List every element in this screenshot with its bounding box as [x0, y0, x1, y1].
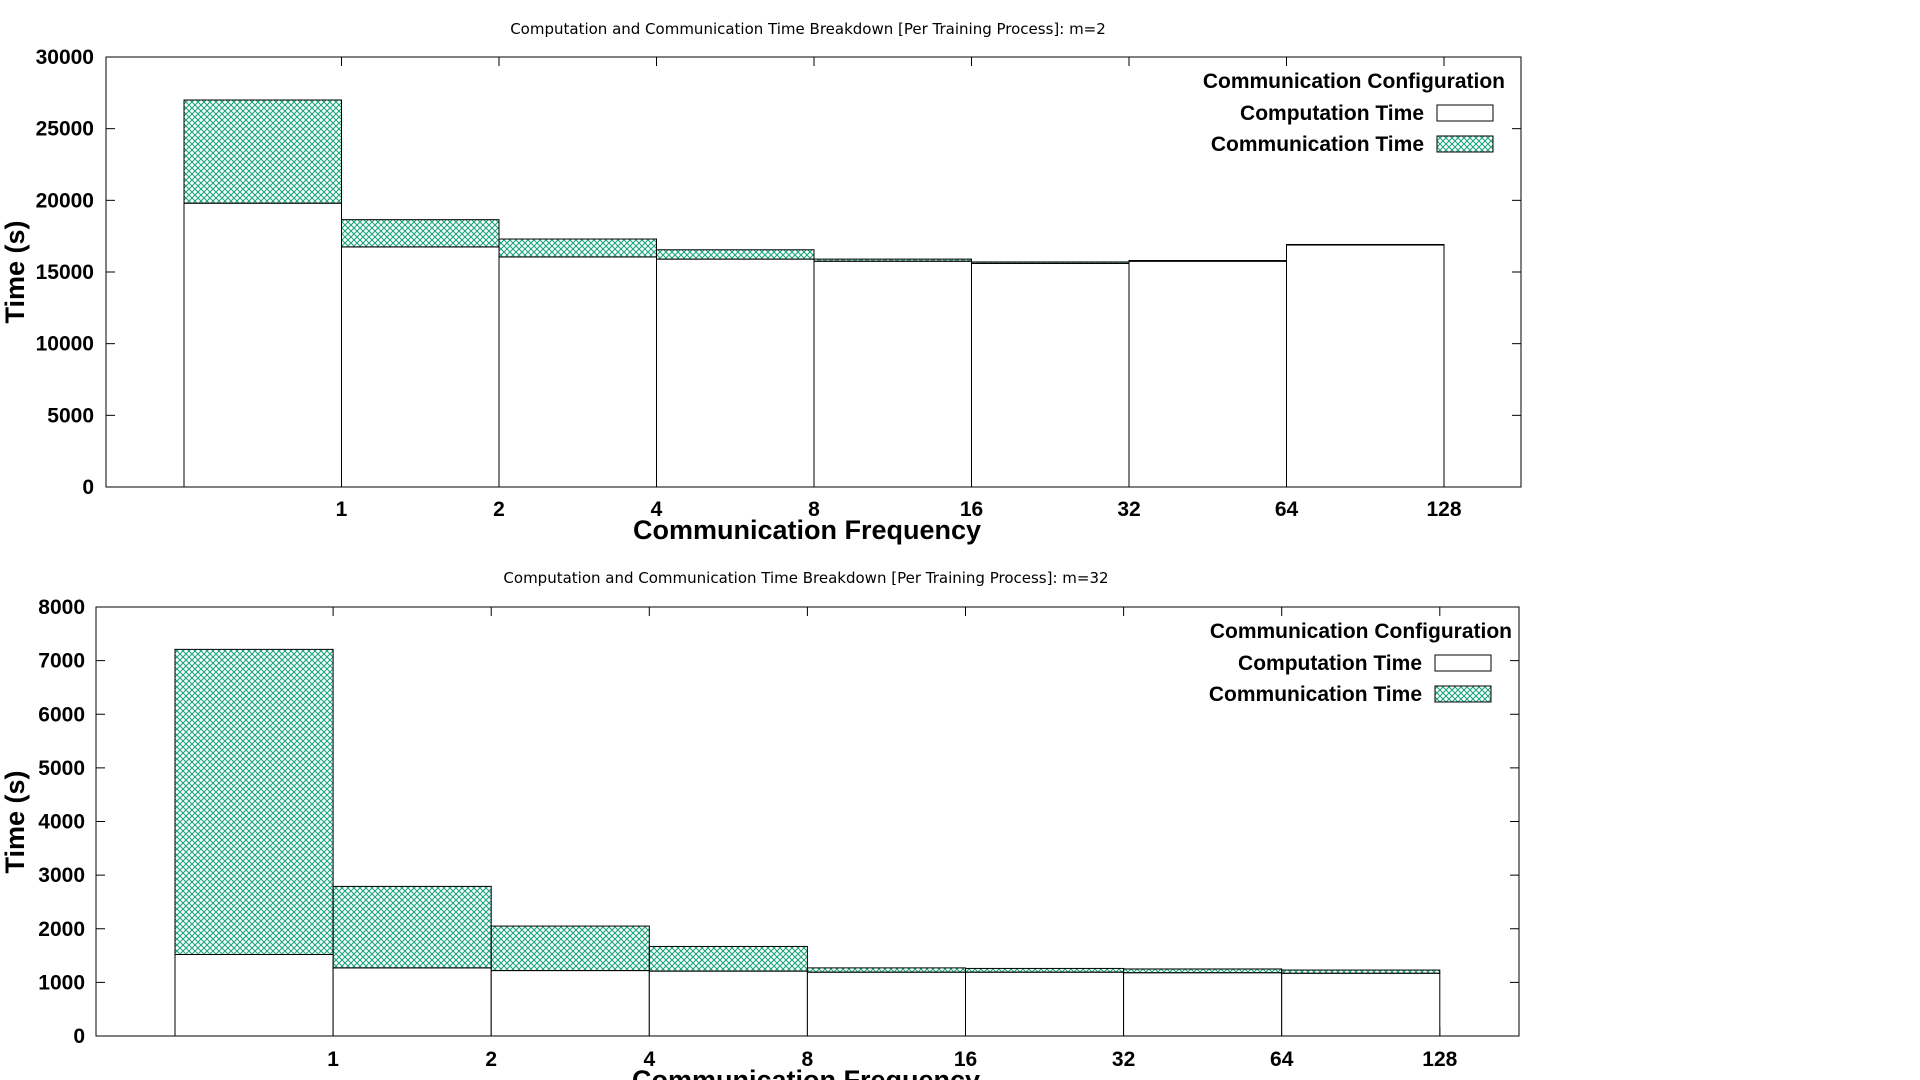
bar-computation	[1123, 972, 1283, 1037]
bar-computation	[971, 262, 1130, 488]
bar-computation	[183, 202, 342, 488]
bar-computation	[806, 971, 967, 1037]
x-axis-label: Communication Frequency	[632, 1065, 980, 1080]
bar-communication	[498, 238, 657, 258]
legend-swatch-communication	[1436, 135, 1494, 153]
x-tick-label: 4	[643, 1048, 655, 1071]
legend-label-communication: Communication Time	[1211, 133, 1424, 156]
y-tick-label: 10000	[36, 333, 94, 356]
chart-marks: 0 5000 10000 15000 20000 25000 30000 1 2 4 8 16 32 64…	[36, 46, 1522, 521]
bar-computation	[1281, 972, 1441, 1037]
x-tick-label: 128	[1422, 1048, 1457, 1071]
x-tick-label: 128	[1426, 498, 1461, 521]
legend-label-communication: Communication Time	[1209, 683, 1422, 706]
legend-swatch-computation	[1434, 654, 1492, 672]
y-axis-label: Time (s)	[0, 770, 30, 873]
y-tick-label: 25000	[36, 118, 94, 141]
chart-m2: Computation and Communication Time Break…	[0, 20, 1522, 545]
chart-marks: 0 1000 2000 3000 4000 5000 6000 7000 8000 1 2 4 8 16 3…	[38, 596, 1520, 1071]
bar-computation	[656, 258, 815, 488]
bar-computation	[965, 971, 1125, 1037]
chart-title: Computation and Communication Time Break…	[503, 569, 1108, 587]
bar-communication	[1123, 968, 1283, 974]
x-axis-label: Communication Frequency	[633, 515, 981, 545]
x-tick-label: 8	[802, 1048, 814, 1071]
legend-swatch-communication	[1434, 685, 1492, 703]
bar-communication	[656, 249, 815, 260]
legend: Communication Configuration Computation …	[1203, 70, 1505, 156]
y-tick-label: 3000	[38, 864, 85, 887]
x-tick-label: 32	[1117, 498, 1140, 521]
bar-computation	[1128, 260, 1287, 488]
y-tick-label: 1000	[38, 971, 85, 994]
legend-swatch-computation	[1436, 104, 1494, 122]
bar-communication	[332, 885, 492, 969]
x-tick-label: 4	[651, 498, 663, 521]
bar-communication	[1128, 260, 1287, 262]
x-tick-label: 8	[808, 498, 820, 521]
legend-title: Communication Configuration	[1203, 70, 1505, 93]
y-tick-label: 4000	[38, 811, 85, 834]
x-tick-label: 2	[485, 1048, 497, 1071]
x-tick-label: 64	[1275, 498, 1299, 521]
y-tick-label: 0	[73, 1025, 85, 1048]
bar-communication	[183, 99, 342, 204]
x-tick-label: 1	[336, 498, 348, 521]
x-tick-label: 1	[327, 1048, 339, 1071]
y-axis-label: Time (s)	[0, 220, 30, 323]
x-tick-label: 16	[960, 498, 983, 521]
y-tick-label: 0	[82, 476, 94, 499]
bar-communication	[965, 967, 1125, 973]
legend-title: Communication Configuration	[1210, 620, 1512, 643]
bar-computation	[813, 260, 972, 488]
chart-title: Computation and Communication Time Break…	[510, 20, 1106, 38]
bar-communication	[806, 967, 967, 973]
bar-communication	[490, 925, 650, 972]
x-tick-label: 16	[954, 1048, 977, 1071]
y-tick-label: 5000	[47, 404, 94, 427]
bar-communication	[971, 261, 1130, 264]
legend: Communication Configuration Computation …	[1209, 620, 1512, 706]
bar-computation	[648, 970, 808, 1037]
y-tick-label: 15000	[36, 261, 94, 284]
y-tick-label: 6000	[38, 703, 85, 726]
y-tick-label: 30000	[36, 46, 94, 69]
y-tick-label: 2000	[38, 918, 85, 941]
y-tick-label: 7000	[38, 650, 85, 673]
y-tick-label: 5000	[38, 757, 85, 780]
x-tick-label: 2	[493, 498, 505, 521]
x-tick-label: 64	[1270, 1048, 1294, 1071]
bar-communication	[813, 258, 972, 262]
legend-label-computation: Computation Time	[1238, 652, 1422, 675]
x-tick-label: 32	[1112, 1048, 1135, 1071]
bar-computation	[490, 970, 650, 1037]
legend-label-computation: Computation Time	[1240, 102, 1424, 125]
bar-computation	[498, 256, 657, 488]
bar-communication	[174, 648, 334, 955]
bar-computation	[174, 953, 334, 1037]
bar-computation	[332, 967, 492, 1037]
chart-m32: Computation and Communication Time Break…	[0, 569, 1520, 1080]
bar-communication	[1286, 243, 1445, 246]
bar-computation	[341, 246, 500, 488]
bar-computation	[1286, 244, 1445, 488]
bar-communication	[341, 219, 500, 248]
y-tick-label: 8000	[38, 596, 85, 619]
bar-communication	[648, 945, 808, 972]
y-tick-label: 20000	[36, 189, 94, 212]
bar-communication	[1281, 969, 1441, 974]
